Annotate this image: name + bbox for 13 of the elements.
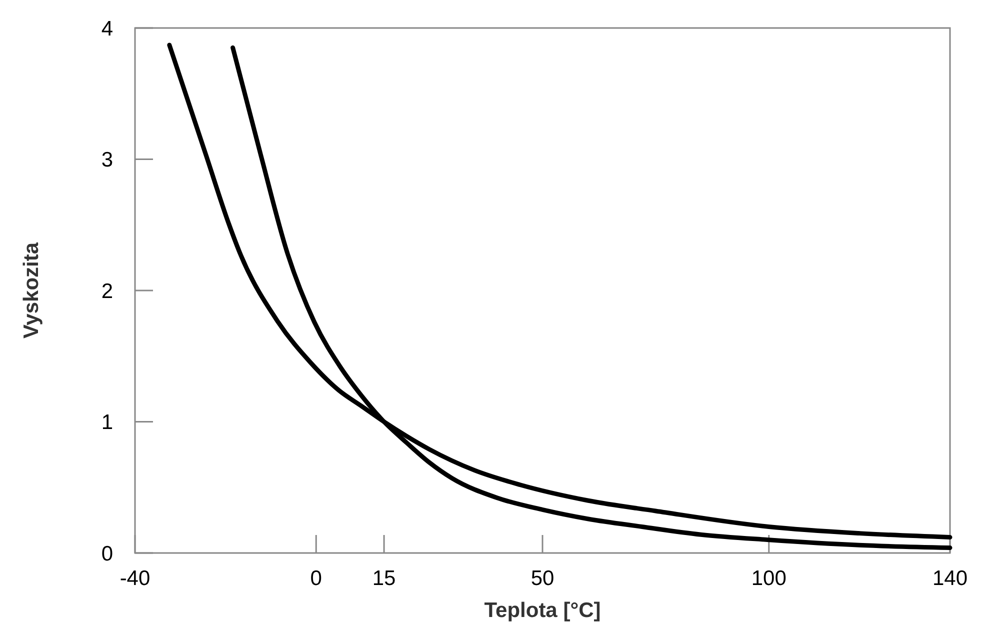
y-tick-label: 2 [101,280,113,303]
y-tick-label: 3 [101,148,113,172]
x-tick-label: -40 [120,567,150,590]
x-tick-label: 0 [310,567,322,590]
x-tick-label: 140 [932,567,968,590]
y-tick-label: 4 [101,17,114,40]
y-tick-label: 1 [101,411,113,434]
x-axis-title: Teplota [°C] [484,599,601,622]
x-tick-label: 100 [751,567,786,590]
x-tick-label: 50 [530,567,554,590]
y-axis-title: Vyskozita [20,242,43,339]
y-tick-label: 0 [101,542,113,566]
x-tick-label: 15 [372,567,396,590]
